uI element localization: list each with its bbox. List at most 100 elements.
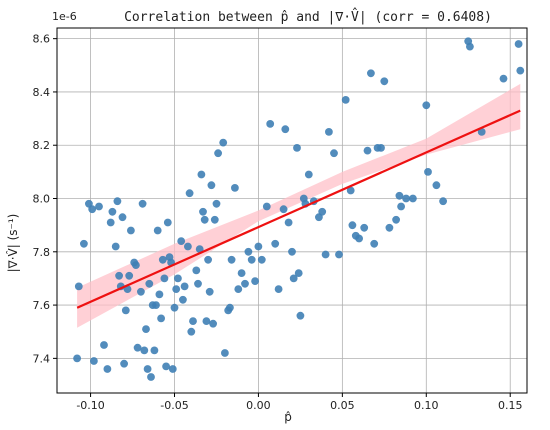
- data-point: [120, 359, 128, 368]
- data-point: [274, 285, 283, 293]
- data-point: [162, 362, 171, 371]
- data-point: [140, 346, 149, 355]
- data-point: [177, 237, 186, 246]
- data-point: [209, 319, 218, 328]
- data-point: [125, 271, 134, 280]
- data-point: [155, 290, 164, 299]
- data-point: [133, 343, 142, 352]
- data-point: [271, 239, 280, 248]
- data-point: [142, 325, 150, 333]
- data-point: [103, 365, 112, 373]
- regression-line: [76, 109, 521, 309]
- y-tick-label: 8.4: [33, 86, 51, 99]
- data-point: [160, 274, 169, 283]
- data-point: [80, 239, 88, 248]
- grid: [57, 28, 527, 393]
- data-point: [296, 311, 305, 320]
- confidence-band-group: [77, 83, 521, 328]
- data-point: [184, 242, 192, 251]
- data-point: [132, 261, 140, 269]
- data-point: [466, 42, 474, 51]
- confidence-band: [77, 83, 521, 328]
- x-tick-label: -0.10: [76, 399, 104, 412]
- data-point: [257, 255, 266, 264]
- data-point: [439, 197, 447, 206]
- data-point: [95, 202, 103, 211]
- data-point: [293, 144, 301, 152]
- y-axis-ticks: 7.4 7.6 7.8 8.0 8.2 8.4 8.6: [33, 33, 57, 365]
- data-point: [237, 269, 246, 277]
- y-tick-label: 7.8: [33, 246, 51, 259]
- data-point: [231, 184, 239, 192]
- data-point: [262, 202, 271, 211]
- x-tick-label: 0.05: [330, 399, 355, 412]
- data-point: [370, 239, 379, 248]
- data-point: [516, 66, 525, 75]
- data-point: [402, 194, 410, 203]
- data-point: [514, 40, 523, 48]
- data-point: [397, 202, 405, 211]
- x-tick-label: 0.10: [414, 399, 439, 412]
- y-tick-label: 7.6: [33, 299, 51, 312]
- x-axis-ticks: -0.10 -0.05 0.00 0.05 0.10 0.15: [76, 393, 522, 412]
- data-point: [279, 205, 288, 214]
- data-point: [367, 69, 375, 78]
- data-point: [113, 197, 122, 206]
- data-point: [121, 306, 130, 315]
- data-point: [219, 138, 228, 147]
- data-point: [226, 303, 234, 312]
- data-point: [284, 218, 293, 227]
- y-tick-label: 8.6: [33, 33, 51, 46]
- data-point: [409, 194, 417, 203]
- data-point: [202, 317, 211, 325]
- data-point: [179, 295, 187, 304]
- data-point: [118, 213, 127, 222]
- data-point: [88, 205, 97, 214]
- data-point: [214, 149, 223, 158]
- data-point: [221, 349, 229, 357]
- regression-line-group: [76, 109, 521, 309]
- data-point: [281, 125, 290, 134]
- data-point: [266, 120, 275, 128]
- data-point: [288, 247, 296, 256]
- x-tick-label: 0.15: [498, 399, 523, 412]
- y-tick-label: 8.2: [33, 139, 51, 152]
- data-point: [194, 279, 202, 288]
- data-point: [108, 207, 117, 216]
- data-point: [325, 127, 333, 136]
- data-point: [138, 199, 147, 208]
- data-point: [200, 215, 209, 224]
- data-point: [199, 207, 207, 216]
- data-point: [180, 282, 189, 291]
- chart-title: Correlation between p̂ and |∇·V̂| (corr …: [124, 8, 492, 25]
- data-point: [106, 218, 115, 227]
- data-point: [432, 181, 441, 190]
- data-point: [422, 101, 431, 110]
- y-tick-label: 8.0: [33, 193, 51, 206]
- data-point: [234, 285, 243, 293]
- data-point: [395, 191, 404, 200]
- data-point: [341, 96, 350, 104]
- data-point: [115, 271, 123, 280]
- data-point: [74, 282, 83, 291]
- data-point: [321, 250, 330, 259]
- data-point: [143, 365, 152, 373]
- plot-frame: [56, 27, 528, 394]
- data-point: [318, 207, 327, 216]
- y-offset-label: 1e-6: [52, 10, 77, 23]
- data-point: [363, 146, 372, 155]
- data-point: [241, 279, 249, 288]
- data-point: [212, 199, 221, 208]
- data-point: [360, 223, 369, 232]
- data-point: [90, 357, 98, 365]
- data-point: [346, 186, 355, 195]
- data-point: [477, 127, 486, 136]
- x-tick-label: 0.00: [246, 399, 271, 412]
- data-point: [205, 287, 214, 296]
- data-point: [197, 170, 206, 179]
- data-point: [304, 170, 313, 179]
- data-point: [251, 277, 259, 285]
- scatter-points: [73, 37, 525, 381]
- data-point: [100, 341, 108, 349]
- y-axis-label: |∇·V̂| (s⁻¹): [6, 214, 20, 273]
